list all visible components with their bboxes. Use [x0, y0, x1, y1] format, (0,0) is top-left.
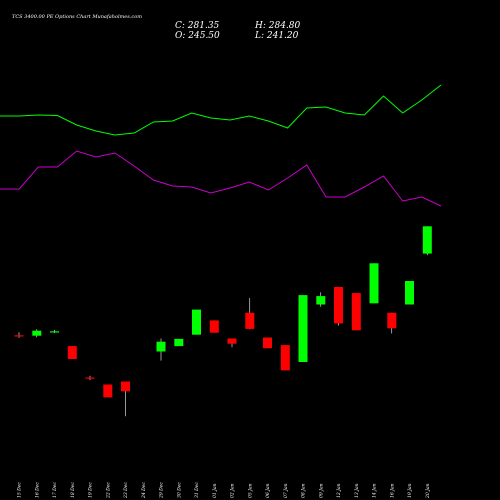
candle-body — [32, 330, 42, 336]
candle-body — [14, 335, 24, 337]
x-tick-label: 02 Jan — [230, 483, 236, 498]
x-axis: 15 Dec 16 Dec 17 Dec 18 Dec 19 Dec 22 Dec 23 D… — [17, 482, 431, 499]
x-tick-label: 06 Jan — [265, 483, 271, 498]
candle-body — [121, 381, 130, 392]
candle-12-jan — [334, 287, 343, 326]
candles-layer — [14, 226, 432, 417]
x-tick-label: 22 Dec — [105, 482, 111, 499]
candle-08-jan — [298, 295, 308, 362]
candle-body — [351, 293, 361, 331]
x-tick-label: 16 Jan — [389, 483, 395, 498]
candle-22-dec — [103, 384, 113, 398]
candle-09-jan — [316, 292, 326, 307]
candle-13-jan — [351, 293, 361, 331]
x-tick-label: 20 Jan — [425, 483, 431, 499]
candle-body — [263, 337, 272, 349]
candle-body — [227, 338, 237, 344]
x-tick-label: 31 Dec — [194, 482, 200, 498]
x-tick-label: 24 Dec — [141, 482, 147, 499]
x-tick-label: 08 Jan — [301, 483, 307, 498]
candle-06-jan — [263, 337, 272, 349]
candle-body — [405, 281, 414, 305]
candle-body — [85, 377, 95, 379]
candle-body — [316, 296, 326, 305]
candle-17-dec — [50, 329, 59, 334]
x-tick-label: 29 Dec — [159, 482, 165, 499]
candle-16-jan — [387, 312, 397, 334]
candle-body — [369, 263, 379, 304]
candle-15-dec — [14, 332, 24, 338]
candle-20-jan — [422, 226, 432, 256]
candle-16-dec — [32, 329, 42, 338]
candle-body — [192, 309, 201, 335]
x-tick-label: 09 Jan — [318, 483, 324, 498]
candle-body — [50, 331, 59, 333]
candle-02-jan — [227, 338, 237, 348]
x-tick-label: 17 Dec — [52, 482, 58, 498]
open-readout: O: 245.50 — [175, 31, 220, 41]
x-tick-label: 07 Jan — [283, 483, 289, 498]
x-tick-label: 30 Dec — [176, 482, 182, 498]
candle-19-jan — [405, 281, 414, 305]
candle-01-jan — [209, 320, 219, 333]
x-tick-label: 14 Jan — [372, 483, 378, 498]
candle-body — [334, 287, 343, 324]
upper-band-line — [0, 84, 442, 136]
x-tick-label: 05 Jan — [247, 483, 253, 498]
candle-body — [209, 320, 219, 333]
close-readout: C: 281.35 — [175, 21, 220, 31]
x-tick-label: 23 Dec — [123, 482, 129, 499]
candle-30-dec — [174, 338, 184, 347]
candle-18-dec — [67, 346, 77, 359]
x-tick-label: 01 Jan — [212, 483, 218, 498]
x-tick-label: 18 Dec — [70, 482, 76, 498]
candle-14-jan — [369, 263, 379, 304]
candle-31-dec — [192, 309, 201, 335]
candle-23-dec — [121, 381, 130, 417]
x-tick-label: 15 Dec — [17, 482, 23, 498]
x-tick-label: 19 Dec — [88, 482, 94, 498]
candle-body — [174, 338, 184, 347]
high-readout: H: 284.80 — [254, 21, 301, 31]
candle-07-jan — [280, 345, 290, 371]
candle-body — [422, 226, 432, 254]
lower-band-line — [0, 150, 442, 207]
x-tick-label: 13 Jan — [354, 483, 360, 498]
x-tick-label: 16 Dec — [34, 482, 40, 498]
bands-layer — [0, 84, 442, 207]
x-tick-label: 19 Jan — [407, 483, 413, 498]
candle-body — [67, 346, 77, 359]
candle-19-dec — [85, 375, 95, 381]
candle-body — [245, 312, 255, 329]
candle-body — [280, 345, 290, 371]
candle-body — [298, 295, 308, 362]
candle-05-jan — [245, 298, 255, 330]
x-tick-label: 12 Jan — [336, 483, 342, 498]
candle-body — [387, 312, 397, 329]
candle-29-dec — [156, 338, 166, 361]
chart-title: TCS 3400.00 PE Options Chart Munafaholme… — [12, 14, 142, 20]
candle-body — [156, 341, 166, 352]
low-readout: L: 241.20 — [254, 31, 299, 41]
candle-body — [103, 384, 113, 398]
